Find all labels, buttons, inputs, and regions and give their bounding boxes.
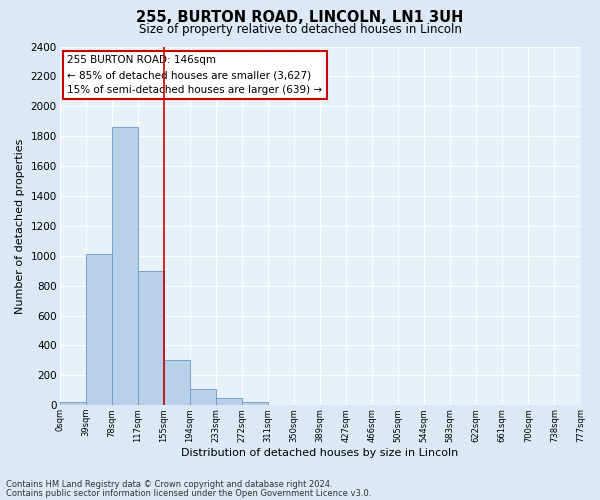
Bar — [242, 402, 268, 405]
Bar — [112, 127, 138, 405]
Text: 255 BURTON ROAD: 146sqm
← 85% of detached houses are smaller (3,627)
15% of semi: 255 BURTON ROAD: 146sqm ← 85% of detache… — [67, 56, 323, 95]
Text: Contains HM Land Registry data © Crown copyright and database right 2024.: Contains HM Land Registry data © Crown c… — [6, 480, 332, 489]
Text: Size of property relative to detached houses in Lincoln: Size of property relative to detached ho… — [139, 22, 461, 36]
Bar — [164, 360, 190, 405]
Bar — [216, 398, 242, 405]
Bar — [190, 390, 216, 405]
Bar — [59, 402, 86, 405]
Y-axis label: Number of detached properties: Number of detached properties — [15, 138, 25, 314]
Bar — [138, 270, 164, 405]
Bar — [86, 254, 112, 405]
X-axis label: Distribution of detached houses by size in Lincoln: Distribution of detached houses by size … — [181, 448, 458, 458]
Text: Contains public sector information licensed under the Open Government Licence v3: Contains public sector information licen… — [6, 488, 371, 498]
Text: 255, BURTON ROAD, LINCOLN, LN1 3UH: 255, BURTON ROAD, LINCOLN, LN1 3UH — [136, 10, 464, 25]
